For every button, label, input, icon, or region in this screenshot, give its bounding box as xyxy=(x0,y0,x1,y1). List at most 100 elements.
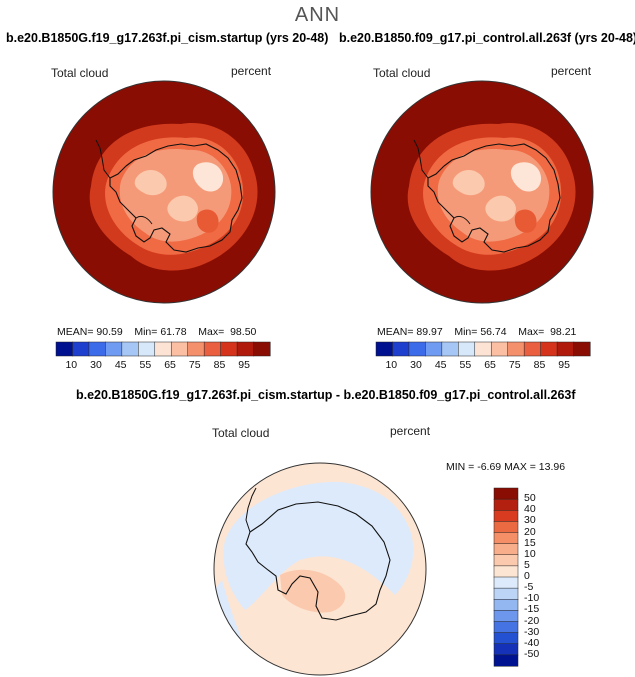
diff-colorbar-swatch xyxy=(493,543,519,556)
right-panel-title: b.e20.B1850.f09_g17.pi_control.all.263f … xyxy=(339,31,635,45)
diff-colorbar-swatch xyxy=(493,521,519,534)
diff-colorbar-swatch xyxy=(493,554,519,567)
diff-colorbar-tick-label: -10 xyxy=(524,592,540,605)
diff-colorbar-tick-label: -40 xyxy=(524,636,540,649)
diff-colorbar-tick-label: -20 xyxy=(524,614,540,627)
left-colorbar-swatch xyxy=(236,341,255,357)
diff-colorbar-swatch xyxy=(493,510,519,522)
left-colorbar-swatch xyxy=(154,341,172,357)
right-stats: MEAN= 89.97 Min= 56.74 Max= 98.21 xyxy=(377,326,576,338)
left-panel-title: b.e20.B1850G.f19_g17.263f.pi_cism.startu… xyxy=(6,31,329,45)
left-min-value: 61.78 xyxy=(160,326,187,338)
right-colorbar-swatch xyxy=(556,341,575,357)
right-colorbar-swatch xyxy=(425,341,443,357)
right-colorbar-tick-label: 55 xyxy=(459,359,472,371)
diff-stats: MIN = -6.69 MAX = 13.96 xyxy=(446,461,566,473)
left-colorbar-swatch xyxy=(170,341,189,357)
right-colorbar-swatch xyxy=(441,341,459,357)
left-colorbar-swatch xyxy=(121,341,139,357)
left-colorbar-swatch xyxy=(55,341,74,357)
diff-colorbar-swatch xyxy=(493,632,519,645)
right-colorbar-swatch xyxy=(507,341,525,357)
diff-colorbar-swatch xyxy=(493,610,519,623)
diff-colorbar-swatch xyxy=(493,621,519,634)
right-colorbar-swatch xyxy=(490,341,509,357)
left-min-label: Min= xyxy=(134,326,158,338)
right-field-label: Total cloud xyxy=(373,66,431,80)
left-stats: MEAN= 90.59 Min= 61.78 Max= 98.50 xyxy=(57,326,256,338)
left-colorbar-tick-label: 95 xyxy=(238,359,250,371)
right-colorbar-swatch xyxy=(408,341,426,357)
diff-colorbar-swatch xyxy=(493,643,519,656)
diff-colorbar-swatch xyxy=(493,599,519,611)
left-colorbar-tick-label: 10 xyxy=(65,359,78,371)
diff-colorbar-tick-label: -15 xyxy=(524,603,540,616)
left-max-label: Max= xyxy=(198,326,225,338)
right-colorbar-swatch xyxy=(523,341,542,357)
left-colorbar-swatch xyxy=(220,341,238,357)
diff-colorbar-tick-label: 40 xyxy=(524,503,536,516)
left-colorbar-swatch xyxy=(253,341,271,357)
diff-map xyxy=(214,463,426,675)
diff-colorbar-swatch xyxy=(493,532,519,545)
diff-colorbar-tick-label: 0 xyxy=(524,570,530,582)
right-mean-value: 89.97 xyxy=(416,326,443,338)
right-colorbar-swatch xyxy=(375,341,394,357)
right-colorbar-tick-label: 10 xyxy=(385,359,398,371)
left-colorbar-tick-label: 75 xyxy=(188,359,201,371)
diff-colorbar-tick-label: -30 xyxy=(524,625,540,638)
diff-colorbar-tick-label: 30 xyxy=(524,514,536,527)
left-colorbar-tick-label: 45 xyxy=(114,359,127,371)
page-title: ANN xyxy=(294,4,341,26)
diff-field-label: Total cloud xyxy=(212,426,270,440)
left-colorbar-swatch xyxy=(72,341,90,357)
diff-colorbar-swatch xyxy=(493,565,519,578)
left-colorbar-swatch xyxy=(138,341,156,357)
right-colorbar-tick-label: 65 xyxy=(484,359,496,371)
left-colorbar-swatch xyxy=(105,341,123,357)
diff-colorbar-tick-label: 15 xyxy=(524,536,536,549)
diff-colorbar-tick-label: 5 xyxy=(524,558,530,571)
right-mean-label: MEAN= xyxy=(377,326,414,338)
left-max-value: 98.50 xyxy=(230,326,257,338)
diff-colorbar-tick-label: -5 xyxy=(524,581,534,594)
right-units-label: percent xyxy=(551,64,592,78)
left-colorbar-swatch xyxy=(88,341,106,357)
right-colorbar-tick-label: 30 xyxy=(410,359,422,371)
left-field-label: Total cloud xyxy=(51,66,109,80)
right-colorbar-tick-label: 75 xyxy=(508,359,521,371)
right-max-value: 98.21 xyxy=(550,326,577,338)
right-colorbar-tick-label: 85 xyxy=(533,359,546,371)
diff-colorbar-swatch xyxy=(493,487,519,500)
left-colorbar-tick-label: 30 xyxy=(90,359,102,371)
left-units-label: percent xyxy=(231,64,272,78)
diff-colorbar-tick-label: 50 xyxy=(524,492,536,505)
diff-panel-title: b.e20.B1850G.f19_g17.263f.pi_cism.startu… xyxy=(76,388,576,402)
right-colorbar-swatch xyxy=(392,341,410,357)
diff-colorbar-swatch xyxy=(493,587,519,600)
right-min-value: 56.74 xyxy=(480,326,507,338)
diff-colorbar-tick-label: 20 xyxy=(524,525,536,538)
right-colorbar-tick-label: 45 xyxy=(434,359,447,371)
right-max-label: Max= xyxy=(518,326,545,338)
right-min-label: Min= xyxy=(454,326,478,338)
diff-colorbar-tick-label: 10 xyxy=(524,547,536,560)
right-colorbar-swatch xyxy=(540,341,558,357)
right-colorbar-swatch xyxy=(573,341,591,357)
diff-colorbar-swatch xyxy=(493,498,519,511)
diff-colorbar-swatch xyxy=(493,654,519,667)
right-map xyxy=(371,81,593,303)
left-colorbar-swatch xyxy=(203,341,222,357)
left-colorbar-tick-label: 65 xyxy=(164,359,176,371)
diff-units-label: percent xyxy=(390,424,431,438)
left-colorbar-tick-label: 85 xyxy=(213,359,226,371)
right-colorbar xyxy=(375,341,591,357)
right-colorbar-swatch xyxy=(458,341,476,357)
diff-colorbar xyxy=(493,487,519,667)
left-map xyxy=(53,81,275,303)
left-colorbar xyxy=(55,341,271,357)
left-colorbar-tick-label: 55 xyxy=(139,359,152,371)
left-mean-value: 90.59 xyxy=(96,326,123,338)
diff-colorbar-tick-label: -50 xyxy=(524,647,540,660)
